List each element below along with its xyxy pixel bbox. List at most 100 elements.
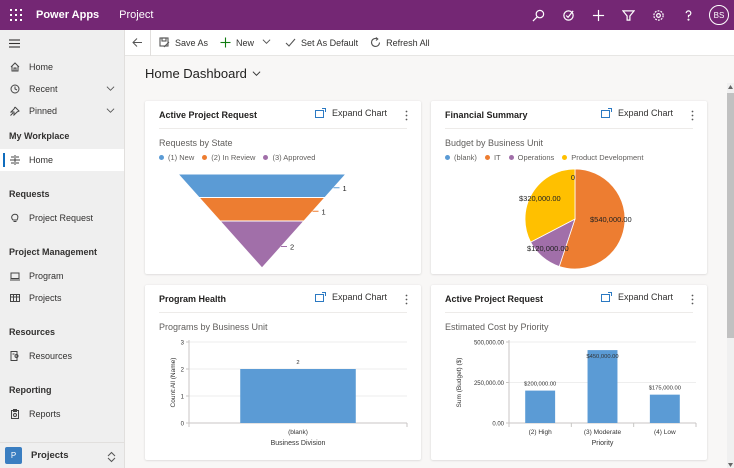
back-button[interactable]	[125, 29, 151, 56]
expand-icon	[314, 292, 326, 302]
funnel-segment	[197, 197, 327, 222]
dashboard-icon	[10, 155, 20, 165]
clipboard-icon	[11, 409, 19, 419]
search-button[interactable]	[523, 0, 553, 30]
sidebar-item-resources[interactable]: Resources	[0, 345, 124, 367]
expand-chart-button[interactable]: Expand Chart	[314, 108, 387, 118]
home-icon	[10, 62, 20, 72]
legend-item[interactable]: IT	[484, 153, 501, 162]
expand-icon	[600, 108, 612, 118]
pin-icon	[10, 106, 20, 116]
y-tick-label: 1	[181, 395, 185, 401]
settings-button[interactable]	[643, 0, 673, 30]
legend-swatch	[263, 155, 269, 160]
expand-chart-button[interactable]: Expand Chart	[314, 292, 387, 302]
scroll-up-button[interactable]	[727, 83, 734, 90]
sidebar-item-reports[interactable]: Reports	[0, 403, 124, 425]
app-launcher-button[interactable]	[2, 0, 30, 30]
chevron-down-icon[interactable]	[262, 37, 271, 46]
set-as-default-button[interactable]: Set As Default	[285, 30, 358, 56]
legend-item[interactable]: (1) New	[159, 153, 194, 162]
scroll-down-button[interactable]	[727, 461, 734, 468]
more-options-button[interactable]	[400, 108, 412, 122]
pie-slice	[558, 168, 626, 270]
legend-label: Operations	[517, 153, 555, 162]
sidebar-item-projects[interactable]: Projects	[0, 287, 124, 309]
group-title-resources: Resources	[9, 327, 56, 337]
legend-label: IT	[493, 153, 501, 162]
card-title: Active Project Request	[445, 294, 544, 304]
filter-icon	[621, 9, 635, 21]
page-title: Home Dashboard	[145, 66, 247, 81]
app-name[interactable]: Project	[119, 9, 154, 21]
x-axis-title: Business Division	[271, 440, 326, 447]
sidebar-item-program[interactable]: Program	[0, 265, 124, 287]
sidebar-item-label: Home	[29, 62, 54, 72]
hamburger-button[interactable]	[0, 30, 124, 56]
expand-chart-button[interactable]: Expand Chart	[600, 292, 673, 302]
sidebar: Home Recent Pinned My Workplace Home Req…	[0, 30, 125, 468]
more-vertical-icon	[405, 294, 407, 304]
sidebar-item-home[interactable]: Home	[0, 56, 124, 78]
new-dashboard-button[interactable]: New	[220, 30, 271, 56]
legend-item[interactable]: (blank)	[445, 153, 477, 162]
user-avatar[interactable]: BS	[709, 5, 729, 25]
more-vertical-icon	[691, 294, 693, 304]
more-options-button[interactable]	[400, 292, 412, 306]
sidebar-item-dashboard-home[interactable]: Home	[0, 149, 124, 171]
sidebar-item-label: Projects	[29, 293, 62, 303]
legend-item[interactable]: Product Development	[562, 153, 643, 162]
new-button[interactable]	[583, 0, 613, 30]
chart-card-active-project-request: Active Project Request Expand Chart Requ…	[145, 101, 421, 274]
group-title-requests: Requests	[9, 189, 50, 199]
expand-chart-button[interactable]: Expand Chart	[600, 108, 673, 118]
chevron-down-icon[interactable]	[106, 84, 115, 93]
area-badge: P	[5, 447, 22, 464]
legend-label: (1) New	[168, 153, 195, 162]
pie-data-label: $120,000.00	[527, 244, 569, 253]
triangle-down-icon	[728, 462, 733, 467]
bar-data-label: 2	[296, 360, 299, 366]
sidebar-item-label: Project Request	[29, 213, 94, 223]
command-bar: Save As New Set As Default Refresh All	[125, 29, 734, 56]
sidebar-item-recent[interactable]: Recent	[0, 78, 124, 100]
sidebar-item-label: Home	[29, 155, 54, 165]
funnel-chart: 1 1 2	[176, 173, 348, 269]
area-switcher[interactable]: P Projects	[0, 442, 124, 468]
x-tick-label: (3) Moderate	[584, 429, 622, 436]
card-title: Financial Summary	[445, 110, 528, 120]
page-scrollbar[interactable]	[727, 83, 734, 468]
sidebar-item-project-request[interactable]: Project Request	[0, 207, 124, 229]
dashboard-selector[interactable]: Home Dashboard	[145, 66, 261, 81]
more-options-button[interactable]	[686, 292, 698, 306]
sidebar-item-label: Program	[29, 271, 64, 281]
more-options-button[interactable]	[686, 108, 698, 122]
bar-data-label: $200,000.00	[524, 382, 556, 388]
expand-icon	[314, 108, 326, 118]
bar-data-label: $450,000.00	[586, 354, 618, 360]
pie-data-label: 0	[571, 173, 575, 182]
task-icon	[562, 9, 574, 21]
legend-item[interactable]: (2) In Review	[202, 153, 255, 162]
chevron-down-icon[interactable]	[106, 106, 115, 115]
save-as-button[interactable]: Save As	[159, 30, 208, 56]
header-divider	[159, 312, 407, 313]
task-button[interactable]	[553, 0, 583, 30]
help-button[interactable]	[673, 0, 703, 30]
scroll-thumb[interactable]	[727, 93, 734, 338]
sidebar-item-pinned[interactable]: Pinned	[0, 100, 124, 122]
funnel-data-label: 1	[322, 207, 326, 216]
brand-name[interactable]: Power Apps	[36, 9, 100, 21]
save-as-icon	[159, 37, 170, 48]
new-label: New	[236, 37, 255, 48]
group-title-reporting: Reporting	[9, 385, 52, 395]
legend-item[interactable]: Operations	[508, 153, 555, 162]
x-tick-label: (2) High	[529, 429, 553, 436]
area-label: Projects	[31, 450, 69, 461]
filter-button[interactable]	[613, 0, 643, 30]
pie-data-label: $540,000.00	[590, 215, 632, 224]
group-title-project-management: Project Management	[9, 247, 98, 257]
sidebar-item-label: Recent	[29, 84, 58, 94]
legend-item[interactable]: (3) Approved	[263, 153, 315, 162]
refresh-all-button[interactable]: Refresh All	[370, 30, 430, 56]
